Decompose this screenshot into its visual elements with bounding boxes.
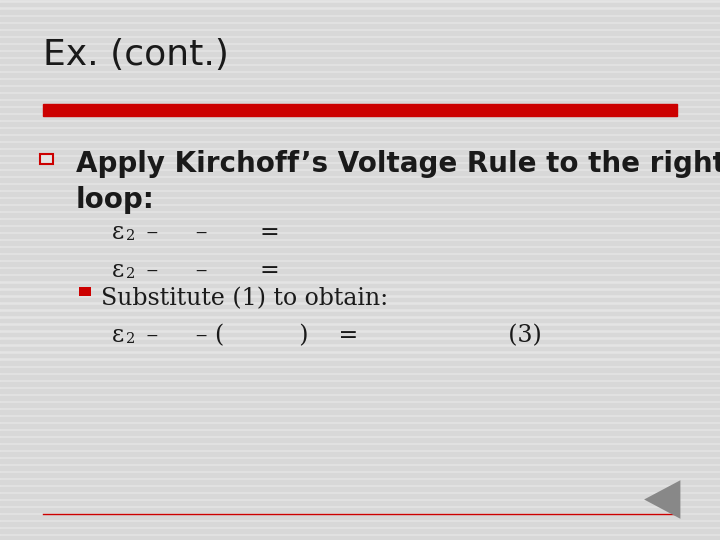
Bar <box>0 487 720 491</box>
Bar <box>0 143 720 147</box>
Bar <box>0 136 720 140</box>
Bar <box>0 522 720 526</box>
Bar <box>0 403 720 407</box>
Bar <box>0 73 720 77</box>
Bar <box>0 199 720 203</box>
Bar <box>0 171 720 175</box>
Bar <box>0 52 720 56</box>
Bar <box>0 298 720 301</box>
Bar <box>0 333 720 336</box>
Bar <box>0 480 720 484</box>
Text: 2: 2 <box>126 267 135 281</box>
Bar <box>0 529 720 533</box>
Bar <box>0 347 720 350</box>
Bar <box>0 24 720 28</box>
Bar <box>0 45 720 49</box>
Bar <box>0 59 720 63</box>
Bar <box>0 94 720 98</box>
Bar <box>0 150 720 154</box>
Bar <box>0 494 720 498</box>
Bar <box>0 382 720 386</box>
Bar <box>0 473 720 477</box>
Text: Ex. (cont.): Ex. (cont.) <box>43 38 229 72</box>
Bar <box>0 452 720 456</box>
Bar <box>0 164 720 168</box>
Bar <box>0 178 720 182</box>
Text: ε: ε <box>112 221 124 245</box>
Bar <box>0 66 720 70</box>
Bar <box>0 101 720 105</box>
Bar <box>0 508 720 512</box>
Bar <box>0 10 720 14</box>
Text: 2: 2 <box>126 230 135 244</box>
Bar <box>0 248 720 252</box>
Text: –     –       =: – – = <box>139 259 279 282</box>
Bar <box>0 389 720 393</box>
Bar <box>0 227 720 231</box>
Bar <box>0 375 720 379</box>
Bar <box>0 276 720 280</box>
Text: –     –       =: – – = <box>139 221 279 245</box>
Bar <box>0 368 720 372</box>
Bar <box>0 3 720 6</box>
Bar <box>0 17 720 21</box>
Bar <box>0 291 720 294</box>
Text: –     – (          )    =                    (3): – – ( ) = (3) <box>139 324 541 347</box>
Bar <box>0 515 720 519</box>
Bar <box>0 129 720 133</box>
Bar <box>0 241 720 245</box>
Bar <box>0 38 720 42</box>
Polygon shape <box>644 480 680 519</box>
Bar <box>0 157 720 161</box>
Bar <box>0 361 720 365</box>
Bar <box>0 122 720 126</box>
Bar <box>0 466 720 470</box>
Text: ε: ε <box>112 259 124 282</box>
Bar <box>0 431 720 435</box>
Text: loop:: loop: <box>76 186 155 214</box>
Bar <box>0 396 720 400</box>
Bar <box>43 104 677 116</box>
Bar <box>0 424 720 428</box>
Bar <box>0 410 720 414</box>
Text: Substitute (1) to obtain:: Substitute (1) to obtain: <box>101 287 388 310</box>
Text: Apply Kirchoff’s Voltage Rule to the right: Apply Kirchoff’s Voltage Rule to the rig… <box>76 150 720 178</box>
Bar <box>0 262 720 266</box>
Bar <box>0 213 720 217</box>
Bar <box>0 185 720 189</box>
Bar <box>0 354 720 357</box>
Bar <box>0 417 720 421</box>
Bar <box>0 305 720 308</box>
Bar <box>0 220 720 224</box>
Bar <box>0 340 720 343</box>
Bar <box>0 501 720 505</box>
Bar <box>0 192 720 196</box>
Bar <box>0 80 720 84</box>
Bar <box>0 234 720 238</box>
Bar <box>0 255 720 259</box>
Bar <box>0 445 720 449</box>
Bar <box>0 438 720 442</box>
Bar <box>0 459 720 463</box>
Bar <box>0 319 720 322</box>
Bar <box>0 326 720 329</box>
Bar <box>0 269 720 273</box>
Bar <box>0 284 720 287</box>
Bar <box>40 154 53 164</box>
Text: ε: ε <box>112 324 124 347</box>
Text: 2: 2 <box>126 332 135 346</box>
Bar <box>0 206 720 210</box>
Bar <box>79 287 91 296</box>
Bar <box>0 115 720 119</box>
Bar <box>0 31 720 35</box>
Bar <box>0 536 720 540</box>
Bar <box>0 87 720 91</box>
Bar <box>0 108 720 112</box>
Bar <box>0 312 720 315</box>
